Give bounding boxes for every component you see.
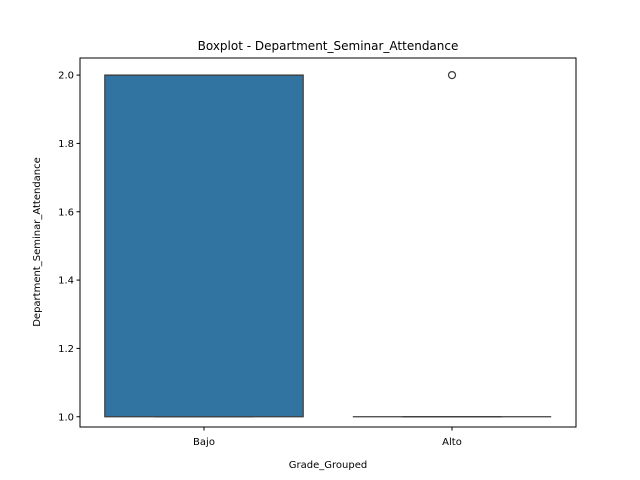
x-tick-label: Bajo bbox=[193, 437, 215, 448]
box-alto bbox=[352, 70, 552, 418]
plot-frame bbox=[79, 57, 577, 428]
y-tick-label: 1.6 bbox=[58, 207, 74, 218]
y-tick-label: 1.2 bbox=[58, 344, 74, 355]
y-axis-label: Department_Seminar_Attendance bbox=[32, 157, 43, 327]
box-body bbox=[104, 74, 304, 418]
x-axis: Bajo Alto bbox=[193, 427, 462, 448]
y-tick-label: 2.0 bbox=[58, 71, 74, 82]
y-axis: 1.0 1.2 1.4 1.6 1.8 2.0 bbox=[58, 71, 80, 423]
y-tick-label: 1.4 bbox=[58, 276, 74, 287]
x-axis-label: Grade_Grouped bbox=[289, 460, 367, 471]
box-bajo bbox=[104, 74, 304, 418]
chart-title: Boxplot - Department_Seminar_Attendance bbox=[198, 39, 459, 53]
x-tick-label: Alto bbox=[442, 437, 462, 448]
y-tick-label: 1.8 bbox=[58, 139, 74, 150]
y-tick-label: 1.0 bbox=[58, 412, 74, 423]
outlier-point bbox=[447, 70, 457, 80]
plot-content bbox=[104, 70, 552, 418]
